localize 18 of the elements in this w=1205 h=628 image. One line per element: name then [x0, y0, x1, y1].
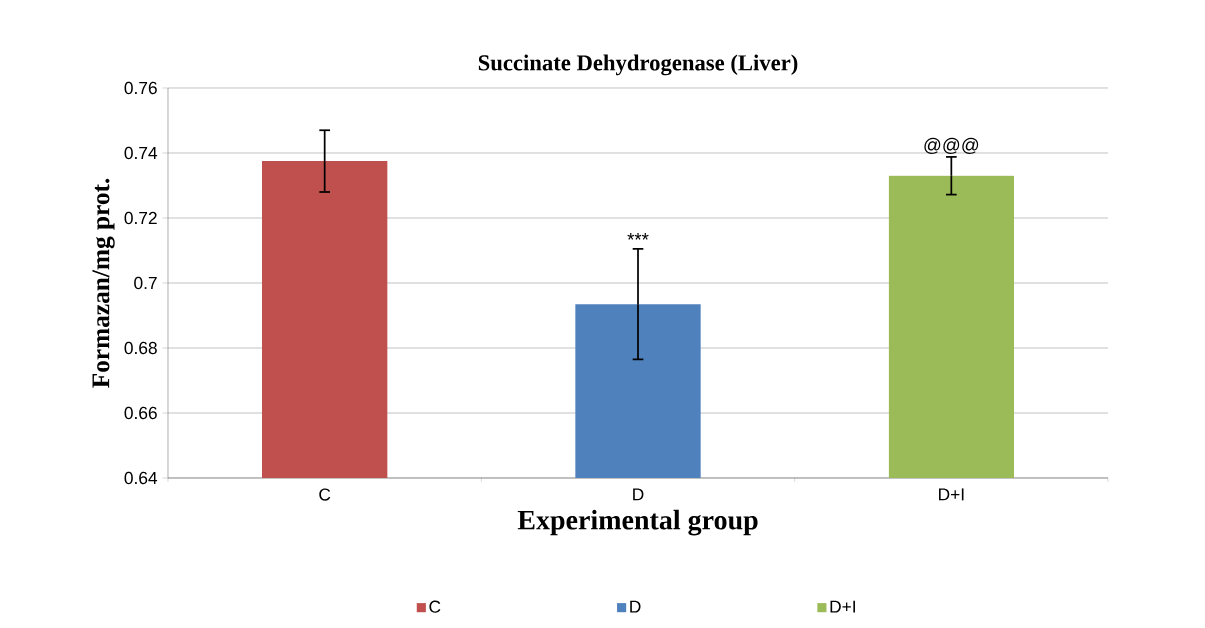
- legend-label: C: [429, 600, 441, 613]
- chart-title: Succinate Dehydrogenase (Liver): [478, 54, 798, 76]
- y-tick-label: 0.7: [134, 276, 157, 290]
- y-axis-title: Formazan/mg prot.: [92, 178, 115, 388]
- legend-label: D+I: [830, 600, 855, 613]
- y-tick-label: 0.74: [124, 146, 158, 160]
- annotation: @@@: [924, 137, 979, 154]
- x-axis-title: Experimental group: [517, 509, 758, 536]
- y-tick-label: 0.66: [124, 406, 157, 420]
- x-tick-label: C: [319, 488, 331, 501]
- x-tick-label: D: [633, 488, 644, 501]
- legend-label: D: [630, 600, 641, 613]
- y-tick-label: 0.76: [124, 81, 157, 95]
- annotation: ***: [627, 233, 649, 240]
- x-tick-label: D+I: [939, 488, 964, 501]
- y-tick-label: 0.72: [124, 211, 157, 225]
- y-tick-label: 0.64: [124, 471, 158, 485]
- y-tick-label: 0.68: [124, 341, 157, 355]
